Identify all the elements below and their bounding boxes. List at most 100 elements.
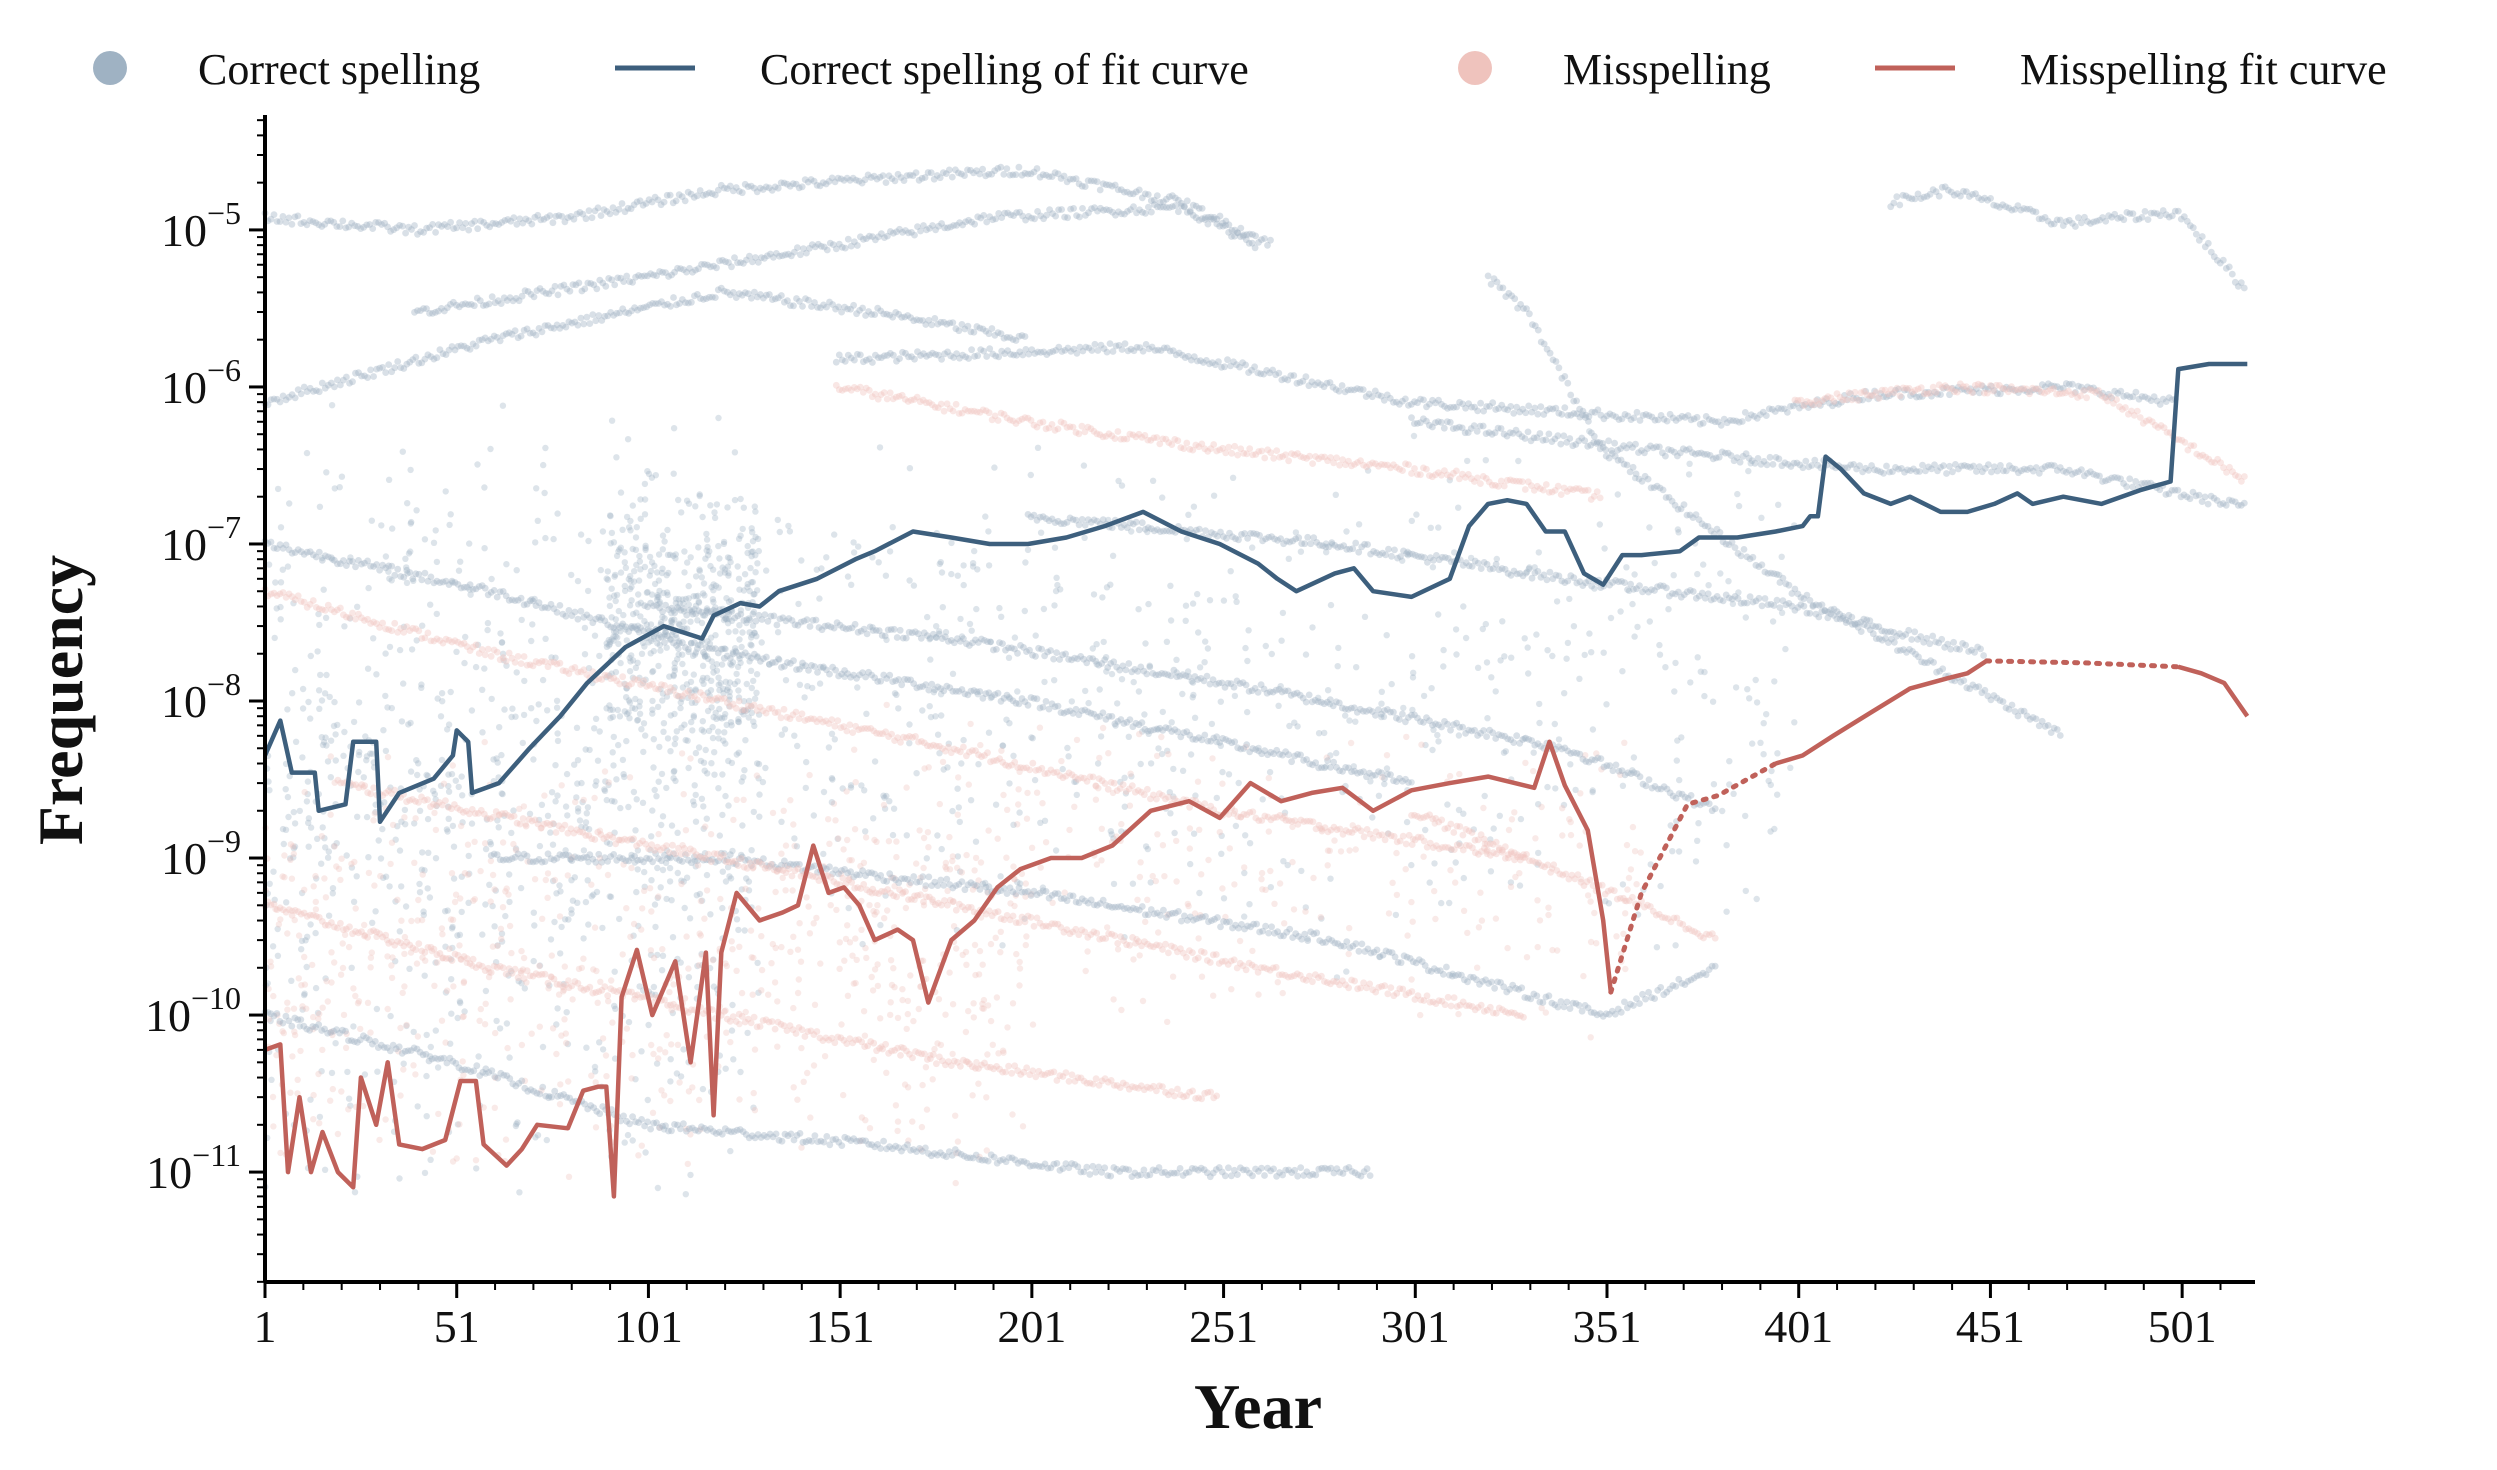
correct-point xyxy=(1533,631,1540,638)
correct-point xyxy=(637,496,644,503)
correct-trace-point xyxy=(927,169,935,177)
correct-point xyxy=(578,779,585,787)
misspelling-point xyxy=(964,1058,971,1066)
correct-trace-point xyxy=(367,366,374,374)
correct-point xyxy=(369,919,376,926)
correct-point xyxy=(1321,729,1328,737)
correct-trace-point xyxy=(1196,525,1203,533)
misspelling-point xyxy=(520,803,528,810)
misspelling-point xyxy=(487,898,494,905)
misspelling-point xyxy=(1587,938,1595,946)
correct-point xyxy=(658,770,666,778)
correct-point xyxy=(1431,860,1438,867)
correct-point xyxy=(692,573,700,580)
correct-point xyxy=(554,1005,561,1012)
correct-trace-point xyxy=(551,282,559,290)
misspelling-point xyxy=(299,1003,306,1010)
misspelling-point xyxy=(1337,848,1345,855)
correct-trace-point xyxy=(1087,177,1095,185)
misspelling-point xyxy=(1554,947,1561,954)
misspelling-point xyxy=(477,867,484,875)
correct-point xyxy=(1385,830,1392,837)
correct-point xyxy=(695,544,702,551)
correct-point xyxy=(712,632,719,639)
correct-point xyxy=(670,552,677,559)
correct-point xyxy=(601,787,609,795)
correct-point xyxy=(530,957,537,965)
misspelling-point xyxy=(887,874,895,881)
correct-trace-point xyxy=(574,321,582,329)
correct-point xyxy=(650,764,657,771)
correct-point xyxy=(634,659,641,666)
correct-point xyxy=(661,632,668,640)
misspelling-point xyxy=(647,947,655,954)
correct-point xyxy=(738,708,745,716)
correct-trace-point xyxy=(567,213,575,220)
correct-point xyxy=(374,1068,381,1075)
correct-point xyxy=(801,694,808,701)
misspelling-point xyxy=(1349,822,1356,829)
correct-point xyxy=(453,648,460,655)
misspelling-point xyxy=(843,788,850,795)
correct-point xyxy=(748,684,755,692)
correct-trace-point xyxy=(1621,579,1628,586)
correct-point xyxy=(631,568,638,575)
correct-trace-point xyxy=(606,210,614,218)
misspelling-point xyxy=(800,1078,807,1086)
correct-point xyxy=(415,760,422,767)
correct-point xyxy=(654,703,662,711)
misspelling-point xyxy=(826,840,833,847)
misspelling-point xyxy=(1625,874,1633,882)
correct-trace-point xyxy=(991,167,999,175)
misspelling-point xyxy=(1460,907,1468,914)
misspelling-point xyxy=(733,967,740,974)
correct-point xyxy=(676,600,683,607)
correct-trace-point xyxy=(626,278,634,286)
correct-point xyxy=(1059,765,1066,773)
correct-trace-point xyxy=(801,176,809,184)
correct-point xyxy=(1746,695,1753,702)
correct-point xyxy=(886,548,894,555)
misspelling-point xyxy=(1522,854,1529,861)
correct-point xyxy=(666,864,674,872)
correct-point xyxy=(1071,778,1078,786)
correct-point xyxy=(1771,678,1778,685)
correct-trace-point xyxy=(988,325,996,332)
correct-trace-point xyxy=(1388,552,1395,560)
correct-trace-point xyxy=(735,188,743,195)
misspelling-point xyxy=(1577,790,1584,797)
misspelling-point xyxy=(885,838,893,845)
correct-point xyxy=(1185,511,1192,518)
correct-point xyxy=(675,651,682,658)
misspelling-point xyxy=(556,1101,564,1108)
correct-point xyxy=(1631,633,1638,640)
correct-point xyxy=(704,543,711,551)
correct-trace-point xyxy=(1943,470,1950,477)
correct-trace-point xyxy=(1761,595,1769,602)
correct-point xyxy=(1726,781,1733,788)
correct-point xyxy=(1014,878,1021,886)
correct-point xyxy=(1758,514,1765,521)
correct-point xyxy=(457,999,464,1007)
correct-point xyxy=(721,566,729,573)
correct-point xyxy=(305,819,312,826)
correct-point xyxy=(1267,884,1275,891)
correct-point xyxy=(1381,780,1388,788)
correct-trace-point xyxy=(426,310,433,317)
correct-trace-point xyxy=(855,177,863,185)
correct-point xyxy=(863,710,870,717)
correct-point xyxy=(906,740,913,747)
correct-trace-point xyxy=(952,166,959,174)
misspelling-point xyxy=(655,1055,662,1062)
correct-point xyxy=(735,687,742,694)
correct-point xyxy=(657,647,664,654)
correct-point xyxy=(1753,699,1761,706)
correct-trace-point xyxy=(1883,462,1890,470)
misspelling-point xyxy=(910,1017,917,1025)
correct-point xyxy=(624,1131,632,1139)
correct-point xyxy=(716,714,723,721)
misspelling-point xyxy=(472,1157,480,1164)
correct-point xyxy=(321,690,329,697)
correct-point xyxy=(1194,590,1201,598)
